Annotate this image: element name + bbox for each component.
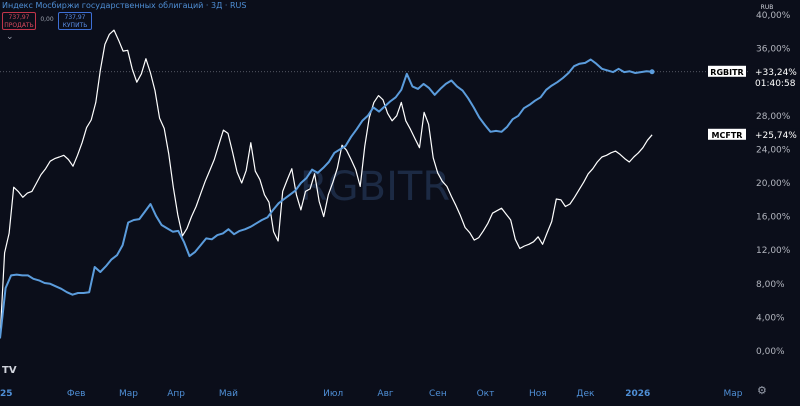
instrument-title[interactable]: Индекс Мосбиржи государственных облигаци… — [2, 1, 247, 10]
x-tick-label: Дек — [576, 389, 595, 399]
x-tick-label: Фев — [67, 389, 86, 399]
y-tick-label: 20,00% — [756, 179, 791, 189]
x-tick-label: Май — [219, 389, 238, 399]
y-tick-label: 8,00% — [756, 280, 785, 290]
series-value-text: +25,74% — [755, 131, 797, 141]
series-value-badge — [750, 65, 800, 88]
x-tick-label: Окт — [477, 389, 495, 399]
y-tick-label: 36,00% — [756, 45, 791, 55]
y-tick-label: 16,00% — [756, 213, 791, 223]
x-tick-label: Июл — [323, 389, 343, 399]
sell-button[interactable]: 737,97 ПРОДАТЬ — [2, 12, 36, 30]
buy-label: КУПИТЬ — [62, 22, 88, 29]
series-value-text: +33,24% — [755, 68, 797, 78]
buy-price: 737,97 — [64, 14, 86, 21]
chevron-down-icon[interactable]: ⌄ — [6, 32, 14, 42]
x-tick-label: 2026 — [625, 389, 650, 399]
series-name-text: RGBITR — [710, 68, 743, 77]
series-name-text: MCFTR — [712, 131, 743, 140]
watermark-text: RGBITR — [300, 164, 450, 210]
buy-button[interactable]: 737,97 КУПИТЬ — [58, 12, 92, 30]
series-line-rgbitr[interactable] — [0, 58, 653, 339]
x-tick-label: Ноя — [529, 389, 547, 399]
tradingview-logo-icon[interactable]: TV — [2, 365, 17, 376]
series-name-badge — [708, 128, 746, 140]
y-tick-label: 12,00% — [756, 246, 791, 256]
series-value-badge — [750, 128, 800, 140]
series-end-dot — [649, 69, 655, 75]
sell-price: 737,97 — [8, 14, 30, 21]
y-tick-label: 24,00% — [756, 145, 791, 155]
sell-label: ПРОДАТЬ — [4, 22, 34, 29]
x-tick-label: Мар — [119, 389, 138, 399]
currency-label: RUB — [761, 4, 774, 11]
x-tick-label: Сен — [429, 389, 447, 399]
countdown-text: 01:40:58 — [755, 79, 796, 89]
y-tick-label: 0,00% — [756, 347, 785, 357]
trade-buttons: 737,97 ПРОДАТЬ 0,00 737,97 КУПИТЬ — [2, 12, 92, 30]
x-tick-label: Авг — [377, 389, 393, 399]
series-name-badge — [708, 65, 746, 77]
y-tick-label: 40,00% — [756, 11, 791, 21]
series-line-mcftr[interactable] — [0, 29, 653, 339]
y-tick-label: 28,00% — [756, 112, 791, 122]
settings-gear-icon[interactable]: ⚙ — [757, 384, 767, 397]
x-tick-label: 2025 — [0, 389, 13, 399]
x-tick-label: Мар — [723, 389, 742, 399]
y-tick-label: 4,00% — [756, 313, 785, 323]
spread-value: 0,00 — [40, 16, 54, 23]
x-tick-label: Апр — [167, 389, 185, 399]
